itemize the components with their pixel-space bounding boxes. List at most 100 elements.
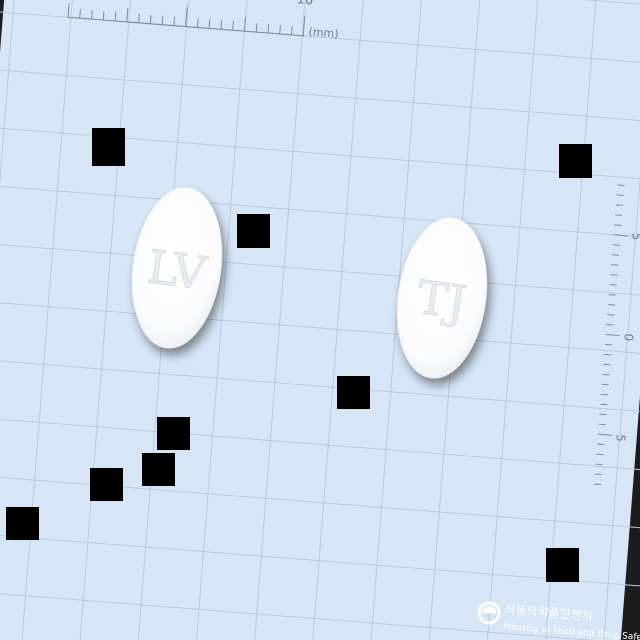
redaction-box [6, 507, 39, 540]
ruler-tick [596, 453, 604, 456]
ruler-label-ten: 10 [296, 0, 314, 8]
ruler-tick [290, 25, 293, 35]
ruler-tick [126, 7, 129, 22]
ruler-tick [613, 234, 628, 237]
ruler-tick [593, 483, 601, 486]
ruler-tick [232, 21, 234, 31]
grid-line-horizontal [0, 184, 640, 241]
ruler-tick [220, 20, 223, 30]
grid-line-vertical [306, 0, 369, 640]
pill-tj-body [396, 217, 488, 379]
ruler-tick [599, 413, 607, 416]
ruler-tick [267, 24, 270, 34]
ruler-tick [615, 214, 623, 216]
redaction-box [92, 128, 125, 166]
ruler-tick [600, 403, 608, 406]
grid-line-vertical [537, 0, 600, 640]
ruler-tick [302, 15, 306, 36]
ruler-tick [604, 343, 612, 346]
ruler-tick [161, 15, 164, 25]
ruler-label-center-zero: 0 [621, 333, 636, 342]
grid-line-horizontal [0, 357, 640, 414]
grid-line-horizontal [0, 68, 640, 125]
redaction-box [142, 453, 175, 486]
ruler-tick [597, 433, 612, 436]
ruler-tick [255, 23, 258, 33]
ruler-tick [617, 184, 625, 186]
ruler-tick [614, 224, 622, 226]
ruler-tick [67, 3, 70, 18]
ruler-tick [608, 294, 616, 296]
grid-line-vertical [190, 0, 253, 640]
ruler-tick [597, 443, 605, 446]
grid-line-horizontal [0, 415, 640, 472]
ruler-tick [609, 284, 617, 286]
redaction-box [237, 214, 270, 248]
ruler-tick [243, 17, 247, 32]
ruler-tick [608, 304, 616, 306]
mfds-logo-icon [477, 601, 501, 625]
grid-line-vertical [595, 0, 640, 640]
pill-lv-body [131, 187, 223, 349]
ruler-tick [600, 393, 609, 396]
redaction-box [337, 376, 370, 409]
ruler-tick [594, 473, 602, 476]
ruler-tick [598, 423, 606, 426]
ruler-tick [611, 264, 619, 266]
ruler-tick [114, 11, 117, 22]
redaction-box [90, 468, 123, 501]
grid-line-vertical [0, 0, 22, 640]
grid-line-horizontal [0, 242, 640, 299]
ruler-tick [605, 333, 620, 337]
pill-lv: LV [131, 187, 223, 349]
ruler-tick [91, 10, 93, 20]
grid-line-horizontal [0, 531, 640, 588]
ruler-tick [138, 13, 140, 23]
ruler-tick [607, 314, 615, 316]
pill-tj-imprint: TJ [414, 270, 470, 330]
ruler-unit-label: (mm) [308, 25, 339, 40]
ruler-tick [595, 463, 603, 466]
grid-line-vertical [363, 0, 427, 640]
redaction-boxes [6, 128, 592, 582]
ruler-tick [606, 323, 614, 326]
ruler-tick [616, 194, 624, 196]
right-ruler [593, 184, 628, 486]
ruler-tick [610, 274, 618, 276]
redaction-box [157, 417, 190, 450]
ruler-tick [604, 353, 612, 356]
grid-line-vertical [16, 0, 80, 640]
grid-line-horizontal [0, 589, 640, 640]
pill-tj: TJ [396, 217, 488, 379]
redaction-box [559, 144, 592, 178]
ruler-tick [279, 24, 281, 34]
ruler-tick [208, 19, 211, 29]
pill-lv-imprint: LV [144, 239, 210, 301]
ruler-tick [601, 383, 609, 386]
ruler-tick [603, 363, 611, 366]
ruler-tick [612, 244, 620, 246]
grid-line-horizontal [0, 473, 640, 530]
redaction-box [546, 548, 579, 582]
ruler-tick [185, 6, 188, 27]
mfds-korean-name: 식품의약품안전처 [504, 601, 593, 623]
ruler-tick [102, 11, 105, 21]
ruler-tick [602, 373, 610, 376]
grid-line-vertical [74, 0, 137, 640]
ruler-tick [149, 14, 152, 24]
ruler-baseline [67, 16, 305, 37]
ruler-label-bottom-five: 5 [613, 434, 628, 443]
grid-line-horizontal [0, 300, 640, 356]
ruler-tick [196, 18, 199, 28]
ruler-tick [173, 16, 176, 26]
ruler-tick [611, 254, 620, 256]
ruler-tick [615, 204, 623, 206]
top-ruler [67, 3, 306, 37]
ruler-label-top-five: 5 [629, 232, 640, 241]
grid-line-vertical [248, 0, 311, 640]
ruler-tick [79, 9, 81, 19]
